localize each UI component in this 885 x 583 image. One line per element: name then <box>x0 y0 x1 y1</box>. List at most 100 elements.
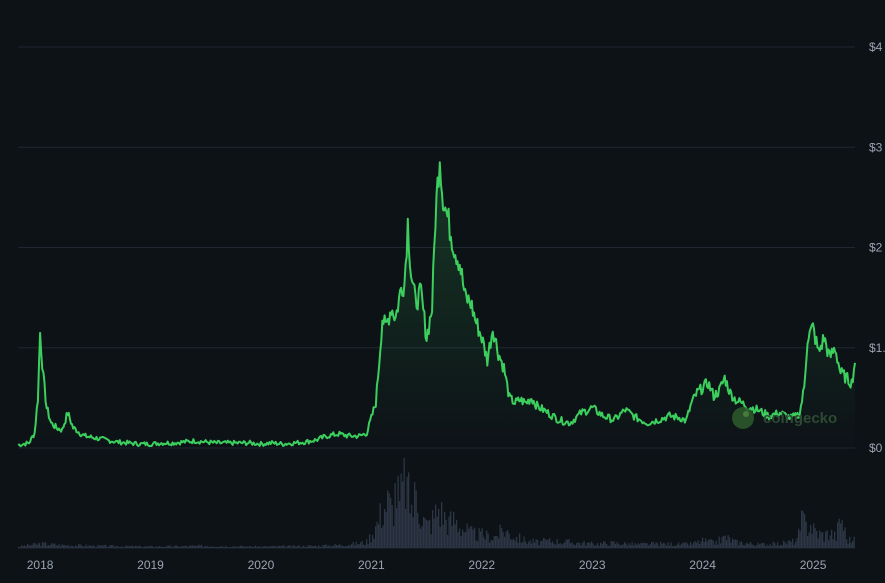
volume-bar <box>145 546 147 548</box>
volume-bar <box>183 546 185 548</box>
y-axis: $4 $3 $2 $1. $0 <box>869 40 885 455</box>
volume-bar <box>364 545 366 548</box>
volume-bar <box>298 545 300 548</box>
volume-bar <box>349 545 351 548</box>
volume-bar <box>331 546 333 548</box>
price-area-fill <box>18 162 855 449</box>
volume-bar <box>235 546 237 548</box>
volume-bar <box>214 546 216 548</box>
volume-bar <box>649 544 651 548</box>
volume-bar <box>490 539 492 548</box>
volume-bar <box>721 536 723 548</box>
volume-bar <box>243 546 245 548</box>
volume-bar <box>189 545 191 548</box>
volume-bar <box>375 526 377 548</box>
volume-bar <box>36 544 38 548</box>
volume-bar <box>588 542 590 548</box>
volume-bar <box>114 546 116 548</box>
volume-bar <box>715 540 717 548</box>
volume-bar <box>315 545 317 548</box>
volume-bar <box>252 547 254 548</box>
volume-bar <box>246 546 248 548</box>
volume-bar <box>421 526 423 548</box>
volume-bar <box>85 544 87 548</box>
volume-bar <box>357 544 359 548</box>
volume-bar <box>822 532 824 548</box>
volume-bar <box>843 530 845 548</box>
volume-bar <box>286 546 288 548</box>
volume-bar <box>717 544 719 548</box>
volume-bar <box>775 545 777 548</box>
volume-bar <box>262 546 264 548</box>
volume-bar <box>516 536 518 548</box>
volume-bar <box>801 510 803 548</box>
volume-bar <box>786 544 788 548</box>
volume-bar <box>367 544 369 548</box>
volume-bar <box>411 504 413 548</box>
volume-bar <box>628 543 630 548</box>
volume-bar <box>546 540 548 548</box>
volume-bar <box>634 543 636 548</box>
volume-bar <box>285 547 287 548</box>
volume-bar <box>630 545 632 548</box>
volume-bar <box>844 527 846 548</box>
volume-bar <box>472 529 474 548</box>
volume-bar <box>123 547 125 548</box>
x-tick-label: 2018 <box>27 558 54 572</box>
volume-bar <box>289 545 291 548</box>
volume-bar <box>60 546 62 548</box>
volume-bar <box>403 458 405 548</box>
volume-bar <box>729 537 731 548</box>
volume-bar <box>96 546 98 548</box>
volume-bar <box>244 546 246 548</box>
volume-bar <box>171 546 173 548</box>
volume-bar <box>531 543 533 548</box>
volume-bar <box>511 539 513 548</box>
y-tick-label: $1. <box>869 341 885 355</box>
volume-bar <box>222 546 224 548</box>
volume-bar <box>112 545 114 548</box>
volume-bar <box>582 542 584 548</box>
volume-bar <box>619 545 621 548</box>
volume-bar <box>646 543 648 548</box>
volume-bar <box>583 541 585 548</box>
volume-bar <box>690 541 692 548</box>
volume-bar <box>493 536 495 548</box>
volume-bar <box>318 545 320 548</box>
volume-bar <box>322 544 324 548</box>
volume-bar <box>34 543 36 548</box>
volume-bar <box>234 546 236 548</box>
volume-bar <box>138 546 140 548</box>
volume-bar <box>526 544 528 548</box>
volume-bar <box>150 545 152 548</box>
volume-bar <box>25 546 27 548</box>
volume-bar <box>466 523 468 548</box>
volume-bar <box>366 539 368 548</box>
volume-bar <box>684 542 686 548</box>
volume-bar <box>513 538 515 548</box>
volume-bar <box>397 476 399 548</box>
volume-bar <box>408 472 410 548</box>
volume-bar <box>750 542 752 548</box>
volume-bar <box>288 545 290 548</box>
volume-bar <box>328 545 330 548</box>
volume-bar <box>802 511 804 548</box>
volume-bar <box>652 541 654 548</box>
watermark-text: coingecko <box>763 410 837 427</box>
volume-bar <box>417 512 419 548</box>
volume-bar <box>135 545 137 548</box>
volume-bar <box>295 546 297 548</box>
x-tick-label: 2021 <box>358 558 385 572</box>
volume-bar <box>795 541 797 548</box>
volume-bar <box>87 546 89 548</box>
volume-bar <box>133 546 135 548</box>
coingecko-logo-eye <box>743 411 749 417</box>
volume-bar <box>363 544 365 548</box>
volume-bar <box>609 545 611 548</box>
volume-bar <box>514 540 516 548</box>
volume-bar <box>37 543 39 548</box>
volume-bar <box>798 528 800 548</box>
volume-bar <box>693 542 695 548</box>
volume-bar <box>204 546 206 548</box>
